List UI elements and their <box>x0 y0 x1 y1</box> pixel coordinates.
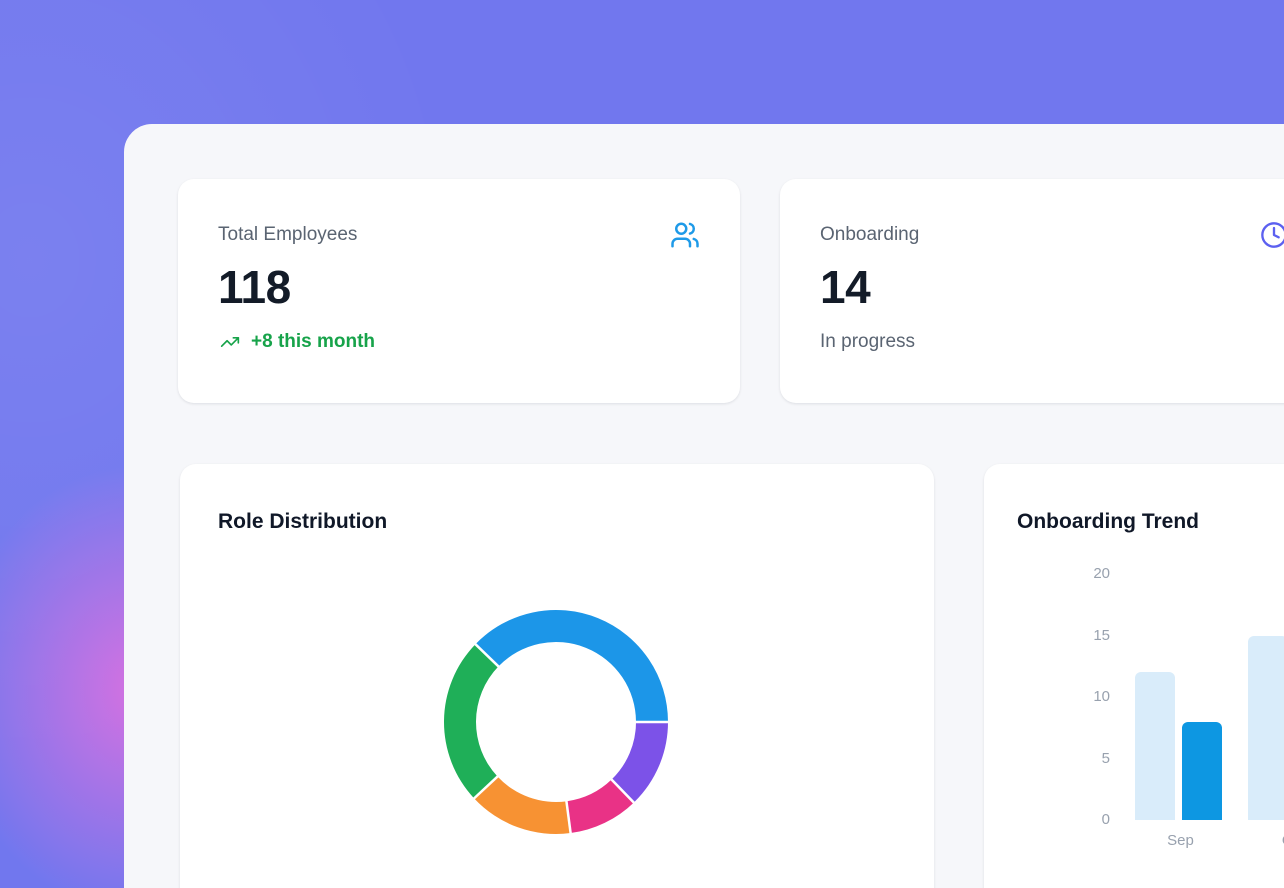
bar-chart: 20 15 10 5 0 Sep Oct <box>984 464 1284 888</box>
donut-segment <box>475 610 668 722</box>
stat-card-onboarding: Onboarding 14 In progress <box>780 179 1284 403</box>
stat-label: Total Employees <box>218 224 358 245</box>
y-axis-tick-label: 0 <box>1101 811 1110 828</box>
y-axis-tick-label: 15 <box>1093 626 1110 644</box>
donut-segment <box>566 779 634 834</box>
x-axis-category-label: Sep <box>1167 832 1194 849</box>
chart-title: Role Distribution <box>218 510 388 533</box>
clock-icon <box>1260 221 1284 249</box>
stat-status: In progress <box>820 331 916 352</box>
trend-text: +8 this month <box>251 331 376 352</box>
users-icon <box>670 220 700 250</box>
y-axis-tick-label: 20 <box>1093 565 1110 582</box>
y-axis-tick-label: 5 <box>1101 749 1110 767</box>
donut-segment-separator <box>564 799 573 836</box>
x-axis-category-label: Oct <box>1254 831 1284 851</box>
trend-badge: +8 this month <box>218 330 700 354</box>
donut-segment-separator <box>609 777 637 805</box>
donut-chart <box>444 610 670 836</box>
chart-title: Onboarding Trend <box>1017 510 1199 533</box>
stat-value: 14 <box>820 261 871 313</box>
card-role-distribution: Role Distribution <box>180 464 934 888</box>
bar-light-blue-sep <box>1135 672 1175 820</box>
content-panel: Total Employees 118 <box>124 124 1284 888</box>
stat-card-header: Onboarding <box>820 220 1284 250</box>
bar-dark-blue-sep <box>1182 721 1222 820</box>
stat-label: Onboarding <box>820 224 920 245</box>
bar-light-blue-oct <box>1248 635 1284 820</box>
donut-segment <box>444 644 499 799</box>
donut-segment <box>474 776 571 834</box>
stat-card-total-employees: Total Employees 118 <box>178 179 740 403</box>
y-axis-tick-label: 10 <box>1093 688 1110 705</box>
donut-segment <box>611 722 668 803</box>
stat-card-header: Total Employees <box>218 220 700 250</box>
card-onboarding-trend: Onboarding Trend 20 15 10 5 0 Sep Oct <box>984 464 1284 888</box>
stat-value: 118 <box>218 261 291 313</box>
donut-segment-separator <box>473 641 501 669</box>
donut-segment-separator <box>471 774 500 801</box>
trending-up-icon <box>218 332 242 352</box>
